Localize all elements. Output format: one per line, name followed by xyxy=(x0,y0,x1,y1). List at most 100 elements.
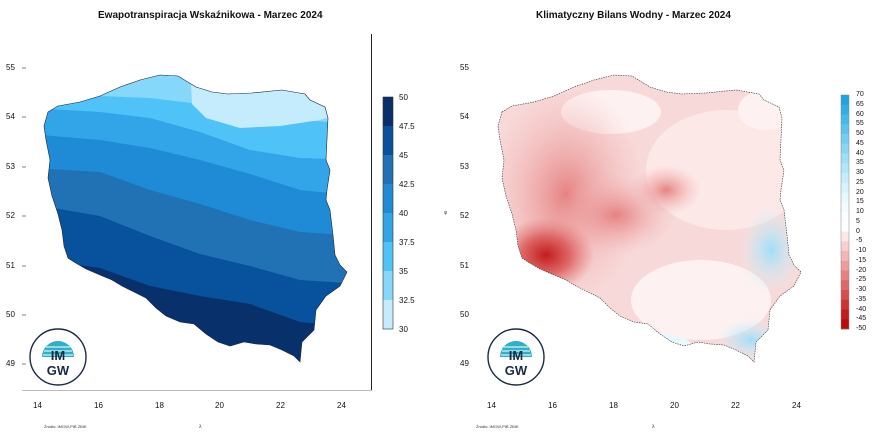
legend-bin xyxy=(841,260,849,271)
lon-tick-20: 20 xyxy=(215,401,224,410)
legend-bin xyxy=(841,163,849,174)
legend-bin xyxy=(841,143,849,154)
x-axis-name: λ xyxy=(199,424,202,430)
legend-label: 30 xyxy=(399,325,408,334)
legend-bin xyxy=(841,309,849,320)
legend-label: -40 xyxy=(856,305,867,313)
legend-bin xyxy=(383,155,393,185)
logo-text-top: IM xyxy=(509,348,523,363)
legend-label: -5 xyxy=(856,237,863,245)
legend-label: -25 xyxy=(856,276,867,284)
legend-label: 50 xyxy=(399,93,408,102)
lon-tick-18: 18 xyxy=(155,401,164,410)
legend-label: 45 xyxy=(399,151,408,160)
legend-label: -20 xyxy=(856,266,867,274)
lat-tick-54: 54 xyxy=(6,112,15,121)
lat-tick-55: 55 xyxy=(6,63,15,72)
legend-label: -45 xyxy=(856,315,867,323)
legend-bin xyxy=(383,300,393,330)
legend-bin xyxy=(383,242,393,272)
data-source-note: Źródło: IMGW-PIB ZBIK xyxy=(476,424,519,429)
lon-tick-14: 14 xyxy=(487,401,496,410)
poland-border xyxy=(497,74,802,363)
legend-bin xyxy=(841,202,849,213)
legend-bin xyxy=(383,126,393,156)
poland-border xyxy=(43,74,348,363)
legend-bin xyxy=(841,173,849,184)
legend-label: 37.5 xyxy=(399,238,415,247)
legend-frame xyxy=(382,96,394,330)
x-axis-name: λ xyxy=(652,424,655,430)
legend-bin xyxy=(383,271,393,301)
y-axis-name: φ xyxy=(444,210,448,216)
lat-tick-49: 49 xyxy=(460,359,469,368)
legend-label: -15 xyxy=(856,256,867,264)
legend-label: -30 xyxy=(856,286,867,293)
legend-label: 30 xyxy=(856,169,864,176)
lat-tick-55: 55 xyxy=(460,63,469,72)
legend-label: 45 xyxy=(856,139,864,147)
lon-tick-22: 22 xyxy=(731,401,740,410)
legend-bin xyxy=(841,251,849,262)
logo-text-bottom: GW xyxy=(47,363,70,378)
lon-tick-16: 16 xyxy=(548,401,557,410)
water-balance-legend xyxy=(840,94,850,330)
legend-bin xyxy=(841,153,849,164)
lat-tick-52: 52 xyxy=(6,211,15,220)
legend-label: 42.5 xyxy=(399,180,415,189)
imgw-logo: IM GW xyxy=(29,328,87,386)
legend-bin xyxy=(841,319,849,330)
legend-bin xyxy=(841,270,849,281)
legend-label: 0 xyxy=(856,227,860,235)
legend-bin xyxy=(841,192,849,203)
lon-tick-24: 24 xyxy=(337,401,346,410)
legend-label: 35 xyxy=(399,267,408,276)
legend-color-bar xyxy=(841,95,849,330)
evapotranspiration-map-svg xyxy=(22,67,348,365)
legend-bin xyxy=(841,182,849,193)
evapotranspiration-map-panel: Ewapotranspiracja Wskaźnikowa - Marzec 2… xyxy=(0,0,436,435)
evapotranspiration-bands xyxy=(44,75,347,362)
lat-tick-51: 51 xyxy=(460,261,469,270)
lon-tick-24: 24 xyxy=(792,401,801,410)
legend-bin xyxy=(841,231,849,242)
legend-label: 70 xyxy=(856,91,864,98)
lon-tick-14: 14 xyxy=(33,401,42,410)
lon-tick-20: 20 xyxy=(670,401,679,410)
lon-tick-16: 16 xyxy=(94,401,103,410)
legend-bin xyxy=(841,299,849,310)
legend-label: -35 xyxy=(856,295,867,303)
lat-tick-49: 49 xyxy=(6,359,15,368)
legend-bin xyxy=(383,97,393,127)
legend-bin xyxy=(841,212,849,223)
legend-bin xyxy=(841,290,849,301)
legend-label: 55 xyxy=(856,120,864,128)
lat-tick-marks xyxy=(22,67,26,365)
legend-label: -10 xyxy=(856,247,867,254)
legend-bin xyxy=(841,280,849,291)
legend-label: 40 xyxy=(856,149,864,157)
water-balance-map-svg xyxy=(497,74,802,363)
legend-bin xyxy=(841,104,849,115)
lat-tick-50: 50 xyxy=(460,310,469,319)
legend-label: -50 xyxy=(856,325,867,332)
legend-bin xyxy=(841,241,849,252)
lat-tick-53: 53 xyxy=(460,162,469,171)
lon-tick-18: 18 xyxy=(609,401,618,410)
legend-label: 60 xyxy=(856,110,864,118)
legend-label: 40 xyxy=(399,209,408,218)
data-source-note: Źródło: IMGW-PIB ZBIK xyxy=(44,424,87,429)
legend-label: 10 xyxy=(856,208,864,215)
legend-bin xyxy=(841,95,849,106)
legend-label: 65 xyxy=(856,100,864,108)
legend-bin xyxy=(383,184,393,214)
legend-label: 20 xyxy=(856,188,864,196)
legend-label: 35 xyxy=(856,159,864,167)
lat-tick-51: 51 xyxy=(6,261,15,270)
imgw-logo: IM GW xyxy=(487,328,545,386)
evapotranspiration-legend xyxy=(382,96,394,330)
legend-bin xyxy=(841,124,849,135)
legend-label: 15 xyxy=(856,198,864,206)
lon-tick-22: 22 xyxy=(276,401,285,410)
logo-text-bottom: GW xyxy=(505,363,528,378)
